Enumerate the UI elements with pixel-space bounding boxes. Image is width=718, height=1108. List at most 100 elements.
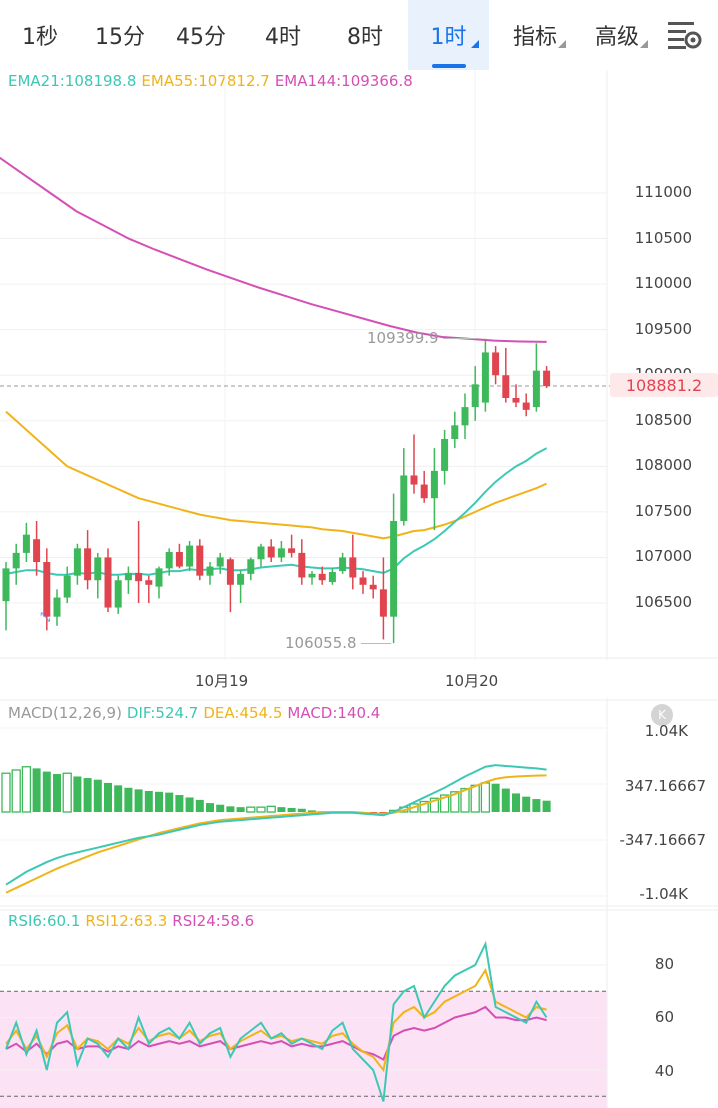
candle-body bbox=[216, 557, 224, 567]
macd-histogram-bar bbox=[226, 806, 235, 812]
dea-line bbox=[5, 774, 547, 894]
indicators-menu[interactable]: 指标 bbox=[494, 0, 576, 70]
tab-label: 1时 bbox=[430, 25, 467, 50]
ema144-line bbox=[0, 156, 547, 343]
back-to-latest-icon[interactable]: ⤡ bbox=[40, 610, 51, 625]
candle-body bbox=[410, 475, 418, 485]
candle-body bbox=[318, 573, 326, 581]
macd-histogram-bar bbox=[21, 766, 32, 813]
macd-tick-text: 347.16667 bbox=[624, 777, 706, 795]
current-price-label: 108881.2 bbox=[610, 373, 718, 397]
rsi-chart[interactable] bbox=[0, 908, 718, 1108]
price-tick: 109500 bbox=[634, 319, 692, 338]
candle-body bbox=[369, 584, 377, 590]
macd-histogram-bar bbox=[42, 771, 51, 812]
candle-body bbox=[277, 548, 285, 558]
macd-histogram-bar bbox=[246, 806, 256, 813]
tab-1h[interactable]: 1时 bbox=[408, 0, 489, 70]
candle-body bbox=[400, 475, 408, 521]
rsi12-legend: RSI12:63.3 bbox=[85, 912, 168, 930]
macd-histogram-bar bbox=[419, 800, 429, 813]
advanced-menu[interactable]: 高级 bbox=[576, 0, 658, 70]
price-chart[interactable] bbox=[0, 70, 718, 660]
tab-15m[interactable]: 15分 bbox=[80, 0, 160, 70]
candle-body bbox=[349, 557, 357, 578]
macd-chart[interactable] bbox=[0, 698, 718, 908]
candle-body bbox=[145, 580, 153, 585]
rsi-tick-text: 40 bbox=[654, 1062, 674, 1080]
macd-histogram-bar bbox=[32, 768, 41, 812]
macd-histogram-bar bbox=[175, 795, 184, 812]
macd-histogram-bar bbox=[532, 799, 541, 812]
ema55-legend: EMA55:107812.7 bbox=[141, 72, 270, 90]
rsi-tick: 40 bbox=[655, 1062, 674, 1080]
macd-histogram-bar bbox=[144, 791, 153, 812]
tab-label: 指标 bbox=[512, 25, 557, 50]
ema-legend: EMA21:108198.8 EMA55:107812.7 EMA144:109… bbox=[8, 72, 413, 90]
macd-histogram-bar bbox=[480, 782, 491, 813]
macd-tick-text: -1.04K bbox=[639, 885, 688, 903]
macd-histogram-bar bbox=[439, 794, 450, 813]
macd-params: MACD(12,26,9) bbox=[8, 704, 122, 722]
candle-body bbox=[124, 572, 132, 581]
tab-1s[interactable]: 1秒 bbox=[0, 0, 80, 70]
tab-label: 45分 bbox=[176, 25, 226, 50]
macd-histogram-bar bbox=[216, 804, 225, 812]
tab-45m[interactable]: 45分 bbox=[160, 0, 242, 70]
rsi-legend: RSI6:60.1 RSI12:63.3 RSI24:58.6 bbox=[8, 912, 254, 930]
candle-body bbox=[53, 597, 61, 617]
price-tick: 108000 bbox=[634, 456, 692, 475]
macd-tick-text: 1.04K bbox=[644, 722, 688, 740]
candle-body bbox=[84, 548, 92, 581]
low-price-value: 106055.8 bbox=[285, 634, 357, 652]
candle-body bbox=[522, 402, 530, 410]
candle-body bbox=[471, 384, 479, 408]
candle-body bbox=[451, 425, 459, 439]
active-tab-indicator bbox=[431, 64, 466, 68]
price-tick: 110000 bbox=[634, 274, 692, 293]
rsi24-legend: RSI24:58.6 bbox=[172, 912, 255, 930]
candle-body bbox=[237, 573, 245, 585]
macd-tick-text: -347.16667 bbox=[619, 831, 706, 849]
macd-histogram-bar bbox=[195, 799, 204, 812]
macd-histogram-bar bbox=[297, 808, 306, 812]
macd-histogram-bar bbox=[460, 787, 470, 813]
dropdown-triangle-icon bbox=[558, 40, 566, 48]
candle-body bbox=[257, 546, 265, 560]
rsi6-legend: RSI6:60.1 bbox=[8, 912, 81, 930]
x-label-oct20: 10月20 bbox=[445, 670, 498, 691]
tab-8h[interactable]: 8时 bbox=[324, 0, 406, 70]
high-price-value: 109399.9 bbox=[367, 329, 439, 347]
macd-tick: 347.16667 bbox=[625, 777, 706, 795]
candle-body bbox=[43, 562, 51, 617]
macd-legend: MACD(12,26,9) DIF:524.7 DEA:454.5 MACD:1… bbox=[8, 704, 380, 722]
candle-body bbox=[339, 557, 347, 572]
macd-histogram-bar bbox=[104, 782, 112, 812]
price-tick: 108500 bbox=[634, 410, 692, 429]
candle-body bbox=[94, 557, 102, 581]
macd-histogram-bar bbox=[206, 803, 214, 812]
tab-label: 8时 bbox=[347, 25, 383, 50]
candle-body bbox=[512, 398, 520, 403]
macd-histogram-bar bbox=[491, 783, 500, 812]
candle-body bbox=[390, 521, 398, 617]
macd-histogram-bar bbox=[429, 797, 440, 813]
k-badge[interactable]: K bbox=[651, 704, 673, 726]
macd-histogram-bar bbox=[134, 789, 143, 812]
candle-body bbox=[247, 559, 255, 574]
macd-histogram-bar bbox=[185, 797, 194, 812]
price-tick: 107000 bbox=[634, 547, 692, 566]
candle-body bbox=[532, 370, 540, 408]
macd-histogram-bar bbox=[155, 791, 163, 812]
rsi-tick: 60 bbox=[655, 1008, 674, 1026]
macd-histogram-bar bbox=[53, 774, 61, 812]
rsi-tick: 80 bbox=[655, 955, 674, 973]
rsi-tick-text: 80 bbox=[654, 955, 674, 973]
chart-settings-icon[interactable] bbox=[664, 18, 704, 52]
candle-body bbox=[33, 539, 41, 562]
tab-4h[interactable]: 4时 bbox=[242, 0, 324, 70]
macd-histogram-bar bbox=[73, 776, 82, 812]
candle-body bbox=[430, 470, 438, 499]
macd-histogram-bar bbox=[266, 805, 276, 813]
tab-label: 1秒 bbox=[22, 25, 58, 50]
